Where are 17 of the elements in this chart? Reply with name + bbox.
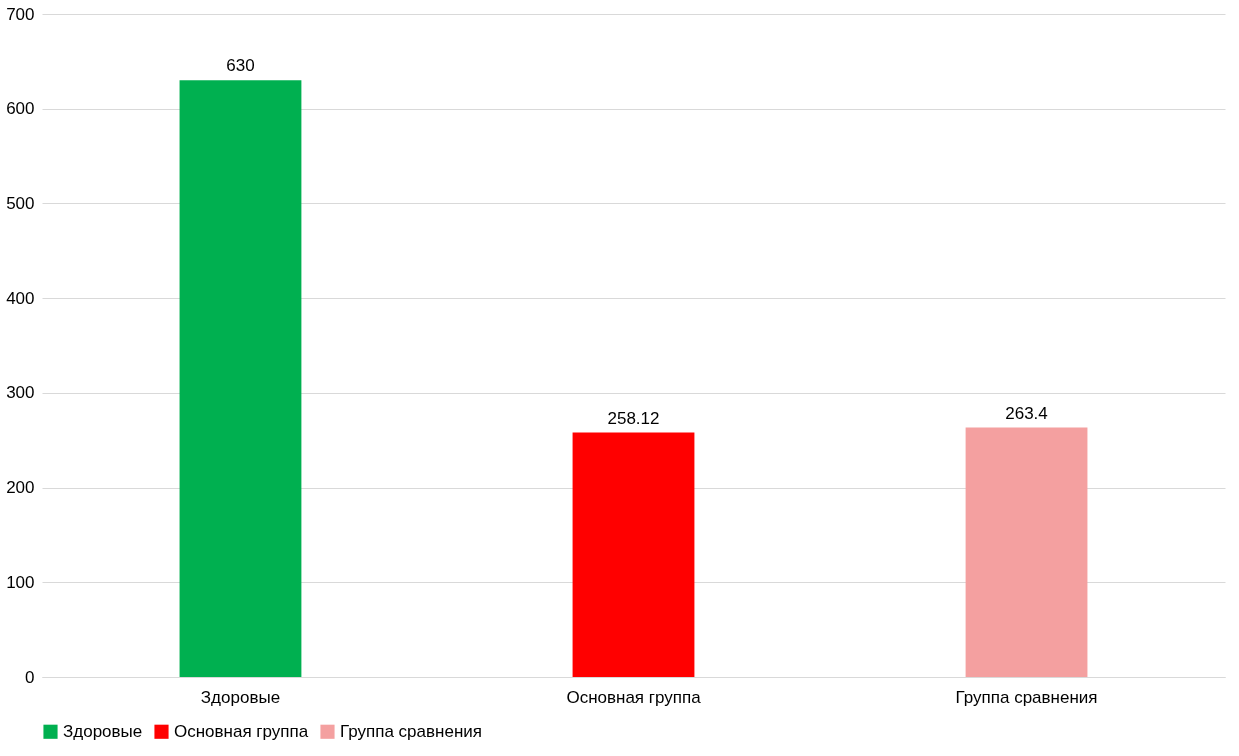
legend-label: Группа сравнения (340, 721, 482, 741)
y-tick-label: 500 (6, 193, 35, 213)
data-label: 263.4 (1005, 403, 1048, 423)
y-tick-label: 700 (6, 4, 35, 24)
y-tick-label: 300 (6, 383, 35, 403)
x-tick-label: Здоровые (200, 687, 281, 707)
y-tick-label: 600 (6, 99, 35, 119)
y-tick-label: 100 (6, 572, 35, 592)
y-tick-label: 200 (6, 478, 35, 498)
data-label: 630 (226, 56, 255, 76)
data-label: 258.12 (607, 408, 660, 428)
y-tick-label: 400 (6, 288, 35, 308)
y-tick-label: 0 (25, 667, 35, 687)
legend-label: Основная группа (174, 721, 309, 741)
x-tick-label: Основная группа (566, 687, 702, 707)
legend-label: Здоровые (63, 721, 143, 741)
x-tick-label: Группа сравнения (955, 687, 1098, 707)
